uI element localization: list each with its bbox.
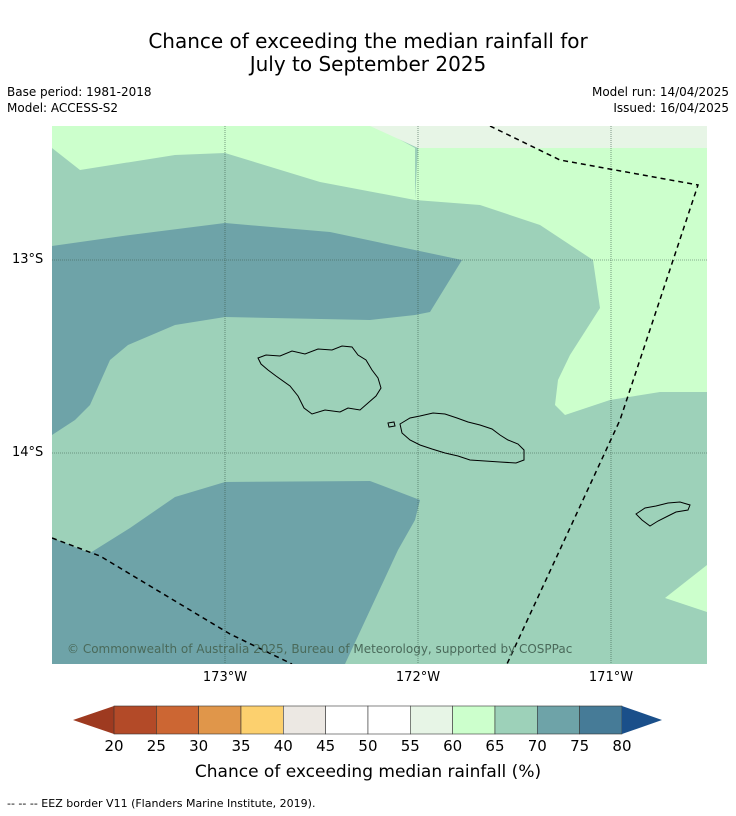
graticule xyxy=(52,126,707,664)
model-name: Model: ACCESS-S2 xyxy=(7,101,119,115)
zone-60-65-southeast xyxy=(665,565,707,612)
colorbar-tick-label: 30 xyxy=(189,737,209,755)
colorbar-tick-label: 65 xyxy=(485,737,505,755)
colorbar xyxy=(73,705,662,735)
zone-70-75-southwest xyxy=(52,481,420,664)
colorbar-segment xyxy=(113,705,157,735)
colorbar-tick-label: 75 xyxy=(570,737,590,755)
map-panel[interactable] xyxy=(52,126,707,664)
savaii-island xyxy=(257,345,382,415)
title-line-1: Chance of exceeding the median rainfall … xyxy=(148,29,588,53)
meta-right: Model run: 14/04/2025 Issued: 16/04/2025 xyxy=(592,84,729,116)
colorbar-tick-label: 70 xyxy=(527,737,547,755)
meta-left: Base period: 1981-2018 Model: ACCESS-S2 xyxy=(7,84,152,116)
title-line-2: July to September 2025 xyxy=(249,52,487,76)
colorbar-tick-label: 40 xyxy=(273,737,293,755)
lon-label-171w: 171°W xyxy=(588,670,634,685)
colorbar-segment xyxy=(452,705,496,735)
colorbar-segment xyxy=(240,705,284,735)
model-run: Model run: 14/04/2025 xyxy=(591,85,729,99)
colorbar-tick-label: 20 xyxy=(104,737,124,755)
colorbar-segment xyxy=(367,705,411,735)
colorbar-label: Chance of exceeding median rainfall (%) xyxy=(194,762,542,782)
colorbar-high-extension xyxy=(621,706,662,734)
eez-legend-footer: -- -- -- EEZ border V11 (Flanders Marine… xyxy=(7,797,316,810)
colorbar-segment xyxy=(579,705,623,735)
zone-60-65-north xyxy=(52,126,415,200)
copyright-text: © Commonwealth of Australia 2025, Bureau… xyxy=(67,642,573,656)
colorbar-segment xyxy=(494,705,538,735)
lon-label-172w: 172°W xyxy=(395,670,441,685)
colorbar-segment xyxy=(536,705,580,735)
colorbar-segment xyxy=(325,705,369,735)
lon-label-173w: 173°W xyxy=(202,670,248,685)
lat-label-13s: 13°S xyxy=(12,252,44,267)
map-svg xyxy=(52,126,707,664)
upolu-island xyxy=(399,412,525,464)
colorbar-segment xyxy=(283,705,326,735)
issued-date: Issued: 16/04/2025 xyxy=(613,101,729,115)
colorbar-tick-label: 55 xyxy=(400,737,420,755)
zone-60-65-east xyxy=(415,148,707,415)
lat-label-14s: 14°S xyxy=(12,445,44,460)
colorbar-segment xyxy=(410,705,453,735)
tutuila-island xyxy=(635,501,691,527)
colorbar-segment xyxy=(198,705,242,735)
zone-55-60-north xyxy=(370,126,707,150)
chart-title: Chance of exceeding the median rainfall … xyxy=(0,30,736,76)
colorbar-tick-label: 60 xyxy=(443,737,463,755)
manono-islet xyxy=(387,421,396,428)
colorbar-tick-label: 35 xyxy=(231,737,251,755)
base-period: Base period: 1981-2018 xyxy=(7,85,152,99)
colorbar-tick-label: 25 xyxy=(146,737,166,755)
eez-border xyxy=(52,126,699,664)
colorbar-tick-label: 45 xyxy=(316,737,336,755)
colorbar-segment xyxy=(156,705,199,735)
colorbar-tick-label: 50 xyxy=(358,737,378,755)
zone-70-75-northwest xyxy=(52,223,462,435)
colorbar-tick-label: 80 xyxy=(612,737,632,755)
colorbar-low-extension xyxy=(73,706,114,734)
